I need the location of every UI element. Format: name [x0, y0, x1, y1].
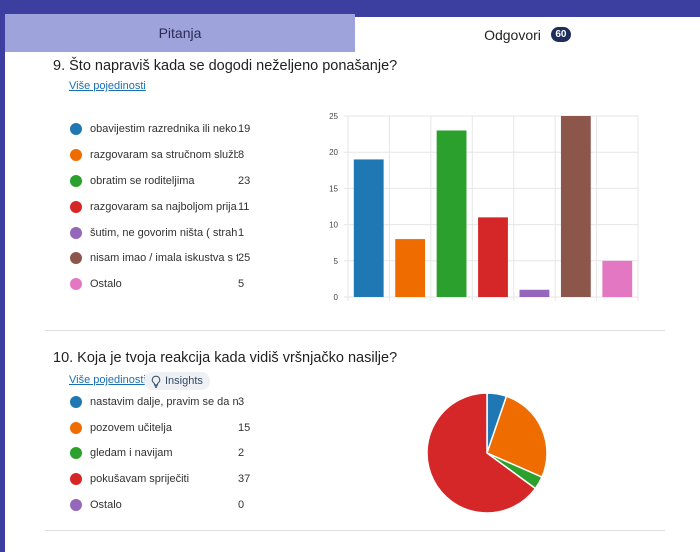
legend-swatch [70, 396, 82, 408]
legend-item: gledam i navijam 2 [70, 446, 268, 460]
tab-questions-label: Pitanja [158, 25, 202, 41]
legend-label: obratim se roditeljima [90, 175, 195, 187]
legend-label: nastavim dalje, pravim se da n... [90, 396, 238, 408]
question-9-more-details-link[interactable]: Više pojedinosti [69, 80, 146, 92]
y-tick-label: 5 [334, 257, 339, 266]
bar [602, 260, 633, 297]
legend-swatch [70, 201, 82, 213]
legend-count: 2 [238, 447, 245, 459]
legend-item: Ostalo 5 [70, 277, 268, 291]
legend-count: 5 [238, 278, 245, 290]
legend-swatch [70, 227, 82, 239]
legend-swatch [70, 175, 82, 187]
insights-label: Insights [165, 375, 203, 387]
tab-questions[interactable]: Pitanja [5, 14, 355, 52]
insights-button[interactable]: Insights [144, 372, 210, 390]
question-10-title: 10. Koja je tvoja reakcija kada vidiš vr… [53, 350, 398, 366]
legend-label: razgovaram sa najboljom prija... [90, 201, 238, 213]
legend-label: pozovem učitelja [90, 422, 172, 434]
section-divider [45, 530, 665, 531]
bar [519, 289, 550, 297]
legend-count: 37 [238, 473, 251, 485]
legend-count: 0 [238, 499, 245, 511]
y-tick-label: 15 [329, 184, 338, 193]
bar [395, 239, 426, 297]
responses-count-badge: 60 [550, 27, 571, 42]
y-tick-label: 20 [329, 148, 338, 157]
bar [436, 130, 467, 297]
legend-label: obavijestim razrednika ili neko... [90, 123, 238, 135]
legend-swatch [70, 278, 82, 290]
legend-label: Ostalo [90, 278, 122, 290]
legend-swatch [70, 499, 82, 511]
window-left-border [0, 0, 5, 552]
legend-label: šutim, ne govorim ništa ( strah... [90, 227, 238, 239]
section-divider [45, 330, 665, 331]
y-tick-label: 0 [334, 293, 339, 302]
lightbulb-icon [151, 375, 161, 388]
legend-item: obratim se roditeljima 23 [70, 174, 268, 188]
legend-count: 11 [238, 201, 250, 213]
legend-item: pokušavam spriječiti 37 [70, 472, 268, 486]
legend-count: 23 [238, 175, 251, 187]
legend-count: 1 [238, 227, 245, 239]
legend-count: 19 [238, 123, 251, 135]
pie-slice [486, 395, 548, 479]
legend-swatch [70, 149, 82, 161]
legend-label: pokušavam spriječiti [90, 473, 190, 485]
question-9-title: 9. Što napraviš kada se dogodi neželjeno… [53, 58, 398, 74]
legend-count: 8 [238, 149, 245, 161]
tab-responses[interactable]: Odgovori 60 [355, 14, 700, 52]
legend-item: nisam imao / imala iskustva s t... 25 [70, 251, 268, 265]
question-10-pie-chart [426, 392, 548, 514]
y-tick-label: 25 [329, 112, 338, 121]
legend-label: razgovaram sa stručnom služb... [90, 149, 238, 161]
pie-slice [426, 392, 537, 514]
legend-label: gledam i navijam [90, 447, 173, 459]
legend-item: nastavim dalje, pravim se da n... 3 [70, 395, 268, 409]
legend-item: Ostalo 0 [70, 498, 268, 512]
legend-swatch [70, 447, 82, 459]
legend-swatch [70, 473, 82, 485]
bar [478, 217, 508, 297]
question-9-bar-chart: 0 5 10 15 20 25 [329, 112, 639, 302]
legend-swatch [70, 123, 82, 135]
legend-swatch [70, 252, 82, 264]
bar [560, 116, 591, 297]
question-10-more-details-link[interactable]: Više pojedinosti [69, 374, 146, 386]
legend-item: obavijestim razrednika ili neko... 19 [70, 122, 268, 136]
legend-item: razgovaram sa stručnom služb... 8 [70, 148, 268, 162]
y-tick-label: 10 [329, 221, 338, 230]
legend-count: 3 [238, 396, 245, 408]
legend-label: Ostalo [90, 499, 122, 511]
legend-label: nisam imao / imala iskustva s t... [90, 252, 238, 264]
legend-count: 25 [238, 252, 251, 264]
legend-count: 15 [238, 422, 251, 434]
legend-item: razgovaram sa najboljom prija... 11 [70, 200, 268, 214]
tab-responses-label: Odgovori [484, 26, 541, 43]
window-top-bar [0, 0, 700, 14]
legend-swatch [70, 422, 82, 434]
legend-item: pozovem učitelja 15 [70, 421, 268, 435]
legend-item: šutim, ne govorim ništa ( strah... 1 [70, 226, 268, 240]
bar [353, 159, 384, 297]
